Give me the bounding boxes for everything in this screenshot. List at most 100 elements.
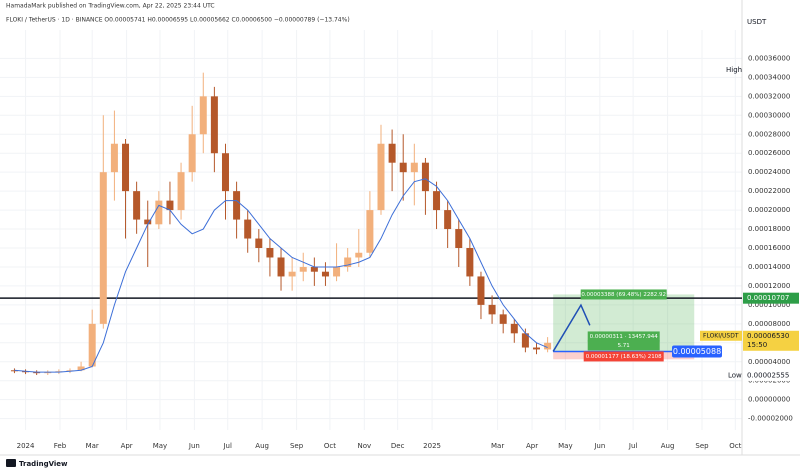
candle-body <box>433 191 441 211</box>
y-tick-label: 0.00000000 <box>748 396 790 404</box>
ratio-label-bg <box>587 340 660 351</box>
symbol-badge: FLOKI/USDT <box>703 332 739 339</box>
x-tick-label: Apr <box>121 442 133 450</box>
stop-label: 0.00001177 (18.63%) 2108 <box>586 354 662 360</box>
last-price: 0.00006530 <box>747 332 789 340</box>
candle-body <box>477 276 485 305</box>
y-tick-label: 0.00022000 <box>748 187 790 195</box>
info-label: 0.00000311 · 13457.944 <box>590 334 659 340</box>
candle-body <box>99 172 107 324</box>
symbol-info: FLOKI / TetherUS · 1D · BINANCE O0.00005… <box>6 17 350 24</box>
symbol-badge-bg <box>700 330 742 341</box>
y-tick-label: 0.00004000 <box>748 358 790 366</box>
candle-body <box>188 134 196 173</box>
entry-badge: 0.00005088 <box>673 347 721 356</box>
y-tick-label: 0.00020000 <box>748 206 790 214</box>
x-tick-label: Jun <box>188 442 200 450</box>
y-tick-label: 0.00026000 <box>748 149 790 157</box>
hline-label-bg <box>743 292 799 304</box>
candle-body <box>499 314 507 324</box>
y-tick-label: 0.00030000 <box>748 111 790 119</box>
x-tick-label: Jul <box>222 442 232 450</box>
target-label: 0.00003388 (69.48%) 2282.92 <box>581 292 666 298</box>
candle-body <box>221 153 229 192</box>
low-marker: Low <box>728 371 742 379</box>
currency: USDT <box>747 18 767 26</box>
candle-body <box>399 162 407 173</box>
candle-body <box>233 191 241 220</box>
x-tick-label: Mar <box>491 442 504 450</box>
hline-label: 0.00010707 <box>747 294 789 302</box>
x-tick-label: Nov <box>357 442 371 450</box>
candle-body <box>77 366 85 371</box>
y-tick-label: 0.00016000 <box>748 244 790 252</box>
x-tick-label: Dec <box>391 442 405 450</box>
y-tick-label: 0.00018000 <box>748 225 790 233</box>
low-label-bg <box>743 369 799 381</box>
candle-body <box>110 143 118 173</box>
y-tick-label: 0.00010000 <box>748 301 790 309</box>
x-tick-label: 2025 <box>423 442 441 450</box>
candle-body <box>544 342 552 350</box>
candle-body <box>210 96 218 154</box>
candle-body <box>533 347 541 350</box>
candle-body <box>377 143 385 211</box>
candle-body <box>199 96 207 135</box>
candle-body <box>455 229 463 249</box>
countdown: 15:50 <box>747 341 767 349</box>
candle-body <box>510 323 518 334</box>
y-tick-label: 0.00036000 <box>748 54 790 62</box>
candle-body <box>155 200 163 225</box>
publisher: HamadaMark published on TradingView.com,… <box>6 3 215 10</box>
moving-average <box>14 178 548 373</box>
candle-body <box>277 257 285 277</box>
candle-body <box>310 266 318 272</box>
x-tick-label: Aug <box>661 442 675 450</box>
y-tick-label: 0.00024000 <box>748 168 790 176</box>
candle-body <box>521 333 529 348</box>
candle-body <box>177 172 185 211</box>
y-tick-label: 0.00028000 <box>748 130 790 138</box>
candle-body <box>444 210 452 230</box>
candle-body <box>321 271 329 277</box>
candle-body <box>488 304 496 315</box>
candle-body <box>288 271 296 277</box>
brand: TradingView <box>19 460 68 468</box>
projection <box>552 303 591 352</box>
y-tick-label: 0.00008000 <box>748 320 790 328</box>
candle-body <box>255 238 263 249</box>
x-tick-label: May <box>558 442 572 450</box>
candle-body <box>166 200 174 211</box>
candle-body <box>144 219 152 225</box>
candle-body <box>466 248 474 277</box>
x-tick-label: Sep <box>695 442 709 450</box>
candle-body <box>355 252 363 258</box>
high-marker: High <box>726 66 742 74</box>
y-tick-label: -0.00002000 <box>748 415 793 423</box>
x-tick-label: Mar <box>86 442 99 450</box>
candle-body <box>410 162 418 173</box>
candle-body <box>366 210 374 253</box>
x-tick-label: Oct <box>729 442 741 450</box>
y-tick-label: 0.00034000 <box>748 73 790 81</box>
target-label-bg <box>580 289 667 300</box>
candle-body <box>122 143 130 192</box>
x-tick-label: Feb <box>54 442 67 450</box>
candle-body <box>333 266 341 277</box>
ratio-label: 5.71 <box>618 343 630 349</box>
x-tick-label: Sep <box>290 442 304 450</box>
y-tick-label: 0.00014000 <box>748 263 790 271</box>
candle-body <box>88 323 96 367</box>
entry-badge-bg <box>672 345 722 358</box>
currency-bg <box>743 16 799 28</box>
info-label-bg <box>587 331 660 342</box>
x-tick-label: Aug <box>255 442 269 450</box>
candle-body <box>266 248 274 258</box>
candle-body <box>344 257 352 267</box>
x-tick-label: Oct <box>324 442 336 450</box>
x-tick-label: Apr <box>526 442 538 450</box>
low-label: 0.00002555 <box>747 371 789 379</box>
last-price-bg <box>743 330 799 351</box>
